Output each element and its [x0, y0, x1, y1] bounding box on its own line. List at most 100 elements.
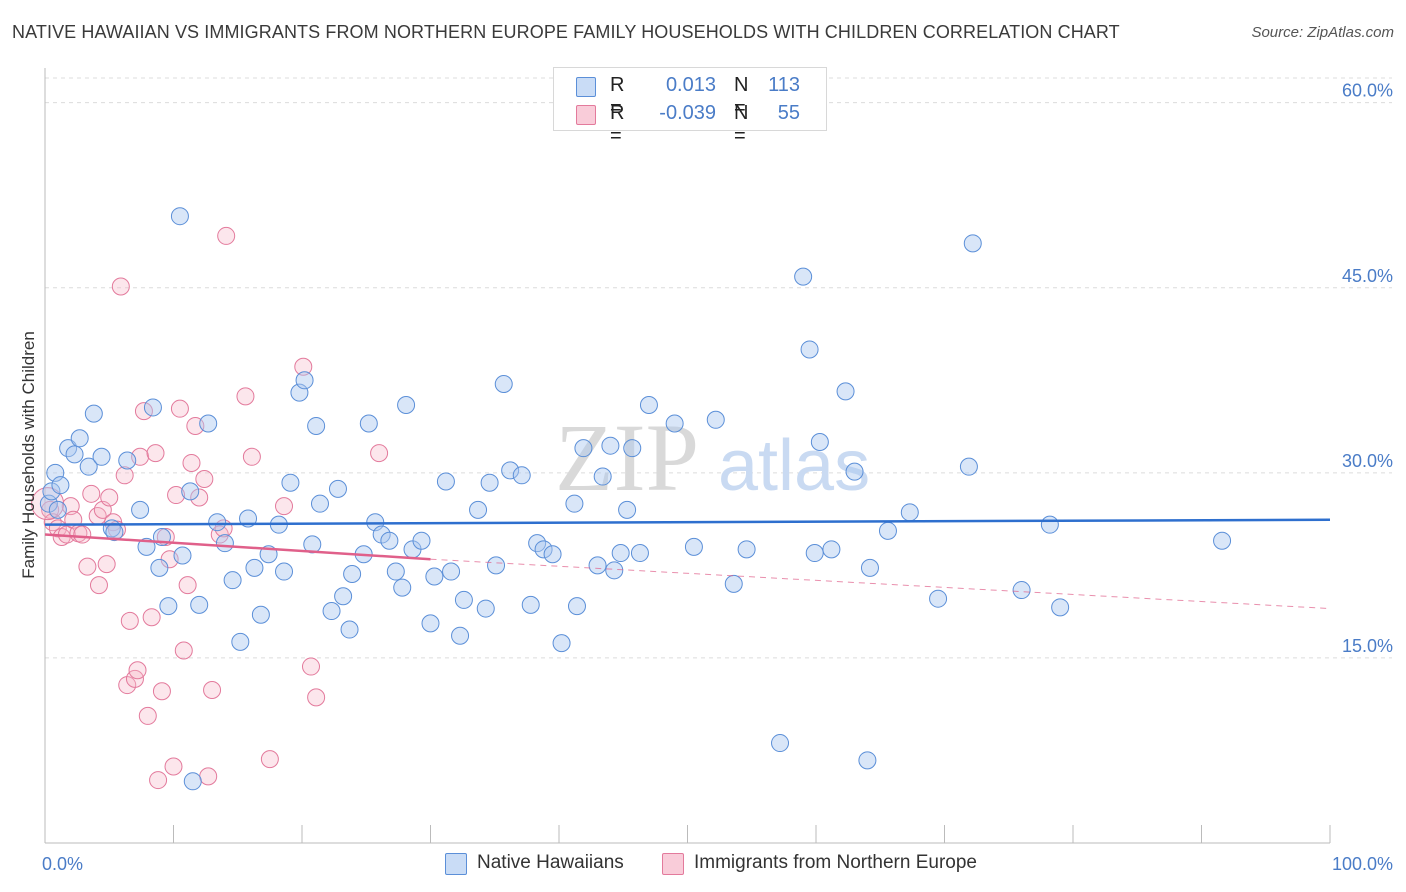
legend-label: Immigrants from Northern Europe: [694, 852, 977, 873]
data-point-native-hawaiians: [340, 620, 359, 639]
data-point-native-hawaiians: [605, 561, 624, 580]
data-point-native-hawaiians: [131, 500, 150, 519]
data-point-native-hawaiians: [929, 589, 948, 608]
data-point-northern-europe: [190, 488, 209, 507]
data-point-native-hawaiians: [860, 558, 879, 577]
data-point-native-hawaiians: [397, 395, 416, 414]
data-point-native-hawaiians: [143, 398, 162, 417]
r-value: -0.039: [659, 102, 716, 124]
data-point-native-hawaiians: [380, 531, 399, 550]
data-point-native-hawaiians: [150, 558, 169, 577]
data-point-native-hawaiians: [878, 521, 897, 540]
data-point-native-hawaiians: [534, 540, 553, 559]
data-point-native-hawaiians: [181, 482, 200, 501]
data-point-native-hawaiians: [412, 531, 431, 550]
data-point-native-hawaiians: [593, 467, 612, 486]
data-point-native-hawaiians: [245, 558, 264, 577]
data-point-native-hawaiians: [805, 544, 824, 563]
data-point-northern-europe: [370, 444, 389, 463]
data-point-northern-europe: [294, 357, 313, 376]
data-point-native-hawaiians: [501, 461, 520, 480]
trend-lines: [44, 518, 1331, 610]
legend-label: Native Hawaiians: [477, 852, 624, 873]
data-point-native-hawaiians: [469, 500, 488, 519]
data-point-northern-europe: [275, 497, 294, 516]
data-point-native-hawaiians: [359, 414, 378, 433]
watermark-zip: ZIP: [555, 404, 699, 511]
data-point-northern-europe: [82, 484, 101, 503]
data-point-northern-europe: [174, 641, 193, 660]
data-point-native-hawaiians: [215, 534, 234, 553]
n-value: 113: [768, 74, 800, 96]
y-tick-label: 30.0%: [1342, 451, 1393, 471]
data-point-northern-europe: [236, 387, 255, 406]
data-point-native-hawaiians: [159, 597, 178, 616]
data-point-native-hawaiians: [303, 535, 322, 554]
data-point-native-hawaiians: [476, 599, 495, 618]
data-point-northern-europe: [242, 447, 261, 466]
r-label: R =: [610, 102, 625, 147]
data-point-native-hawaiians: [281, 473, 300, 492]
data-point-native-hawaiians: [343, 565, 362, 584]
data-point-northern-europe: [170, 399, 189, 418]
data-point-native-hawaiians: [51, 476, 70, 495]
data-point-northern-europe: [195, 470, 214, 489]
data-point-native-hawaiians: [601, 436, 620, 455]
data-point-native-hawaiians: [543, 545, 562, 564]
data-point-native-hawaiians: [454, 590, 473, 609]
series-native-hawaiians: [39, 207, 1232, 791]
data-point-native-hawaiians: [900, 503, 919, 522]
trend-line-native-hawaiians: [44, 518, 1331, 526]
data-point-native-hawaiians: [512, 466, 531, 485]
data-point-native-hawaiians: [208, 513, 227, 532]
x-tick-label: 100.0%: [1332, 854, 1393, 874]
data-point-northern-europe: [167, 486, 186, 505]
data-point-native-hawaiians: [190, 595, 209, 614]
data-point-native-hawaiians: [959, 457, 978, 476]
data-point-native-hawaiians: [487, 556, 506, 575]
data-point-native-hawaiians: [1012, 581, 1031, 600]
trend-extension-northern-europe: [430, 558, 1331, 610]
data-point-northern-europe: [115, 466, 134, 485]
data-point-native-hawaiians: [1051, 598, 1070, 617]
data-point-native-hawaiians: [334, 587, 353, 606]
data-point-native-hawaiians: [307, 416, 326, 435]
y-axis-title: Family Households with Children: [19, 331, 38, 579]
data-point-northern-europe: [134, 402, 153, 421]
tick-labels: 15.0% 30.0% 45.0% 60.0% 0.0% 100.0%: [42, 81, 1393, 874]
data-point-native-hawaiians: [393, 578, 412, 597]
data-point-native-hawaiians: [639, 395, 658, 414]
data-point-northern-europe: [111, 277, 130, 296]
data-point-northern-europe: [260, 750, 279, 769]
data-point-native-hawaiians: [183, 772, 202, 791]
series-northern-europe: [31, 226, 389, 790]
correlation-legend: R = 0.013 N = 113 R = -0.039 N = 55: [553, 67, 827, 147]
r-label: R =: [610, 74, 625, 119]
data-point-native-hawaiians: [588, 556, 607, 575]
data-point-native-hawaiians: [173, 546, 192, 565]
data-point-native-hawaiians: [84, 404, 103, 423]
data-point-native-hawaiians: [386, 562, 405, 581]
data-point-northern-europe: [100, 488, 119, 507]
data-point-native-hawaiians: [963, 234, 982, 253]
data-point-native-hawaiians: [552, 634, 571, 653]
blue-swatch: [576, 77, 596, 97]
data-point-native-hawaiians: [845, 462, 864, 481]
data-point-northern-europe: [217, 226, 236, 245]
data-point-native-hawaiians: [92, 447, 111, 466]
data-point-native-hawaiians: [310, 494, 329, 513]
data-point-native-hawaiians: [480, 473, 499, 492]
y-tick-label: 45.0%: [1342, 266, 1393, 286]
data-point-native-hawaiians: [42, 482, 61, 501]
y-tick-label: 15.0%: [1342, 636, 1393, 656]
data-point-northern-europe: [301, 657, 320, 676]
n-label: N =: [734, 102, 749, 147]
blue-swatch: [445, 853, 467, 875]
data-point-northern-europe: [199, 767, 218, 786]
data-point-native-hawaiians: [794, 267, 813, 286]
data-point-native-hawaiians: [48, 500, 67, 519]
data-point-native-hawaiians: [436, 472, 455, 491]
data-point-northern-europe: [146, 444, 165, 463]
data-point-native-hawaiians: [822, 540, 841, 559]
